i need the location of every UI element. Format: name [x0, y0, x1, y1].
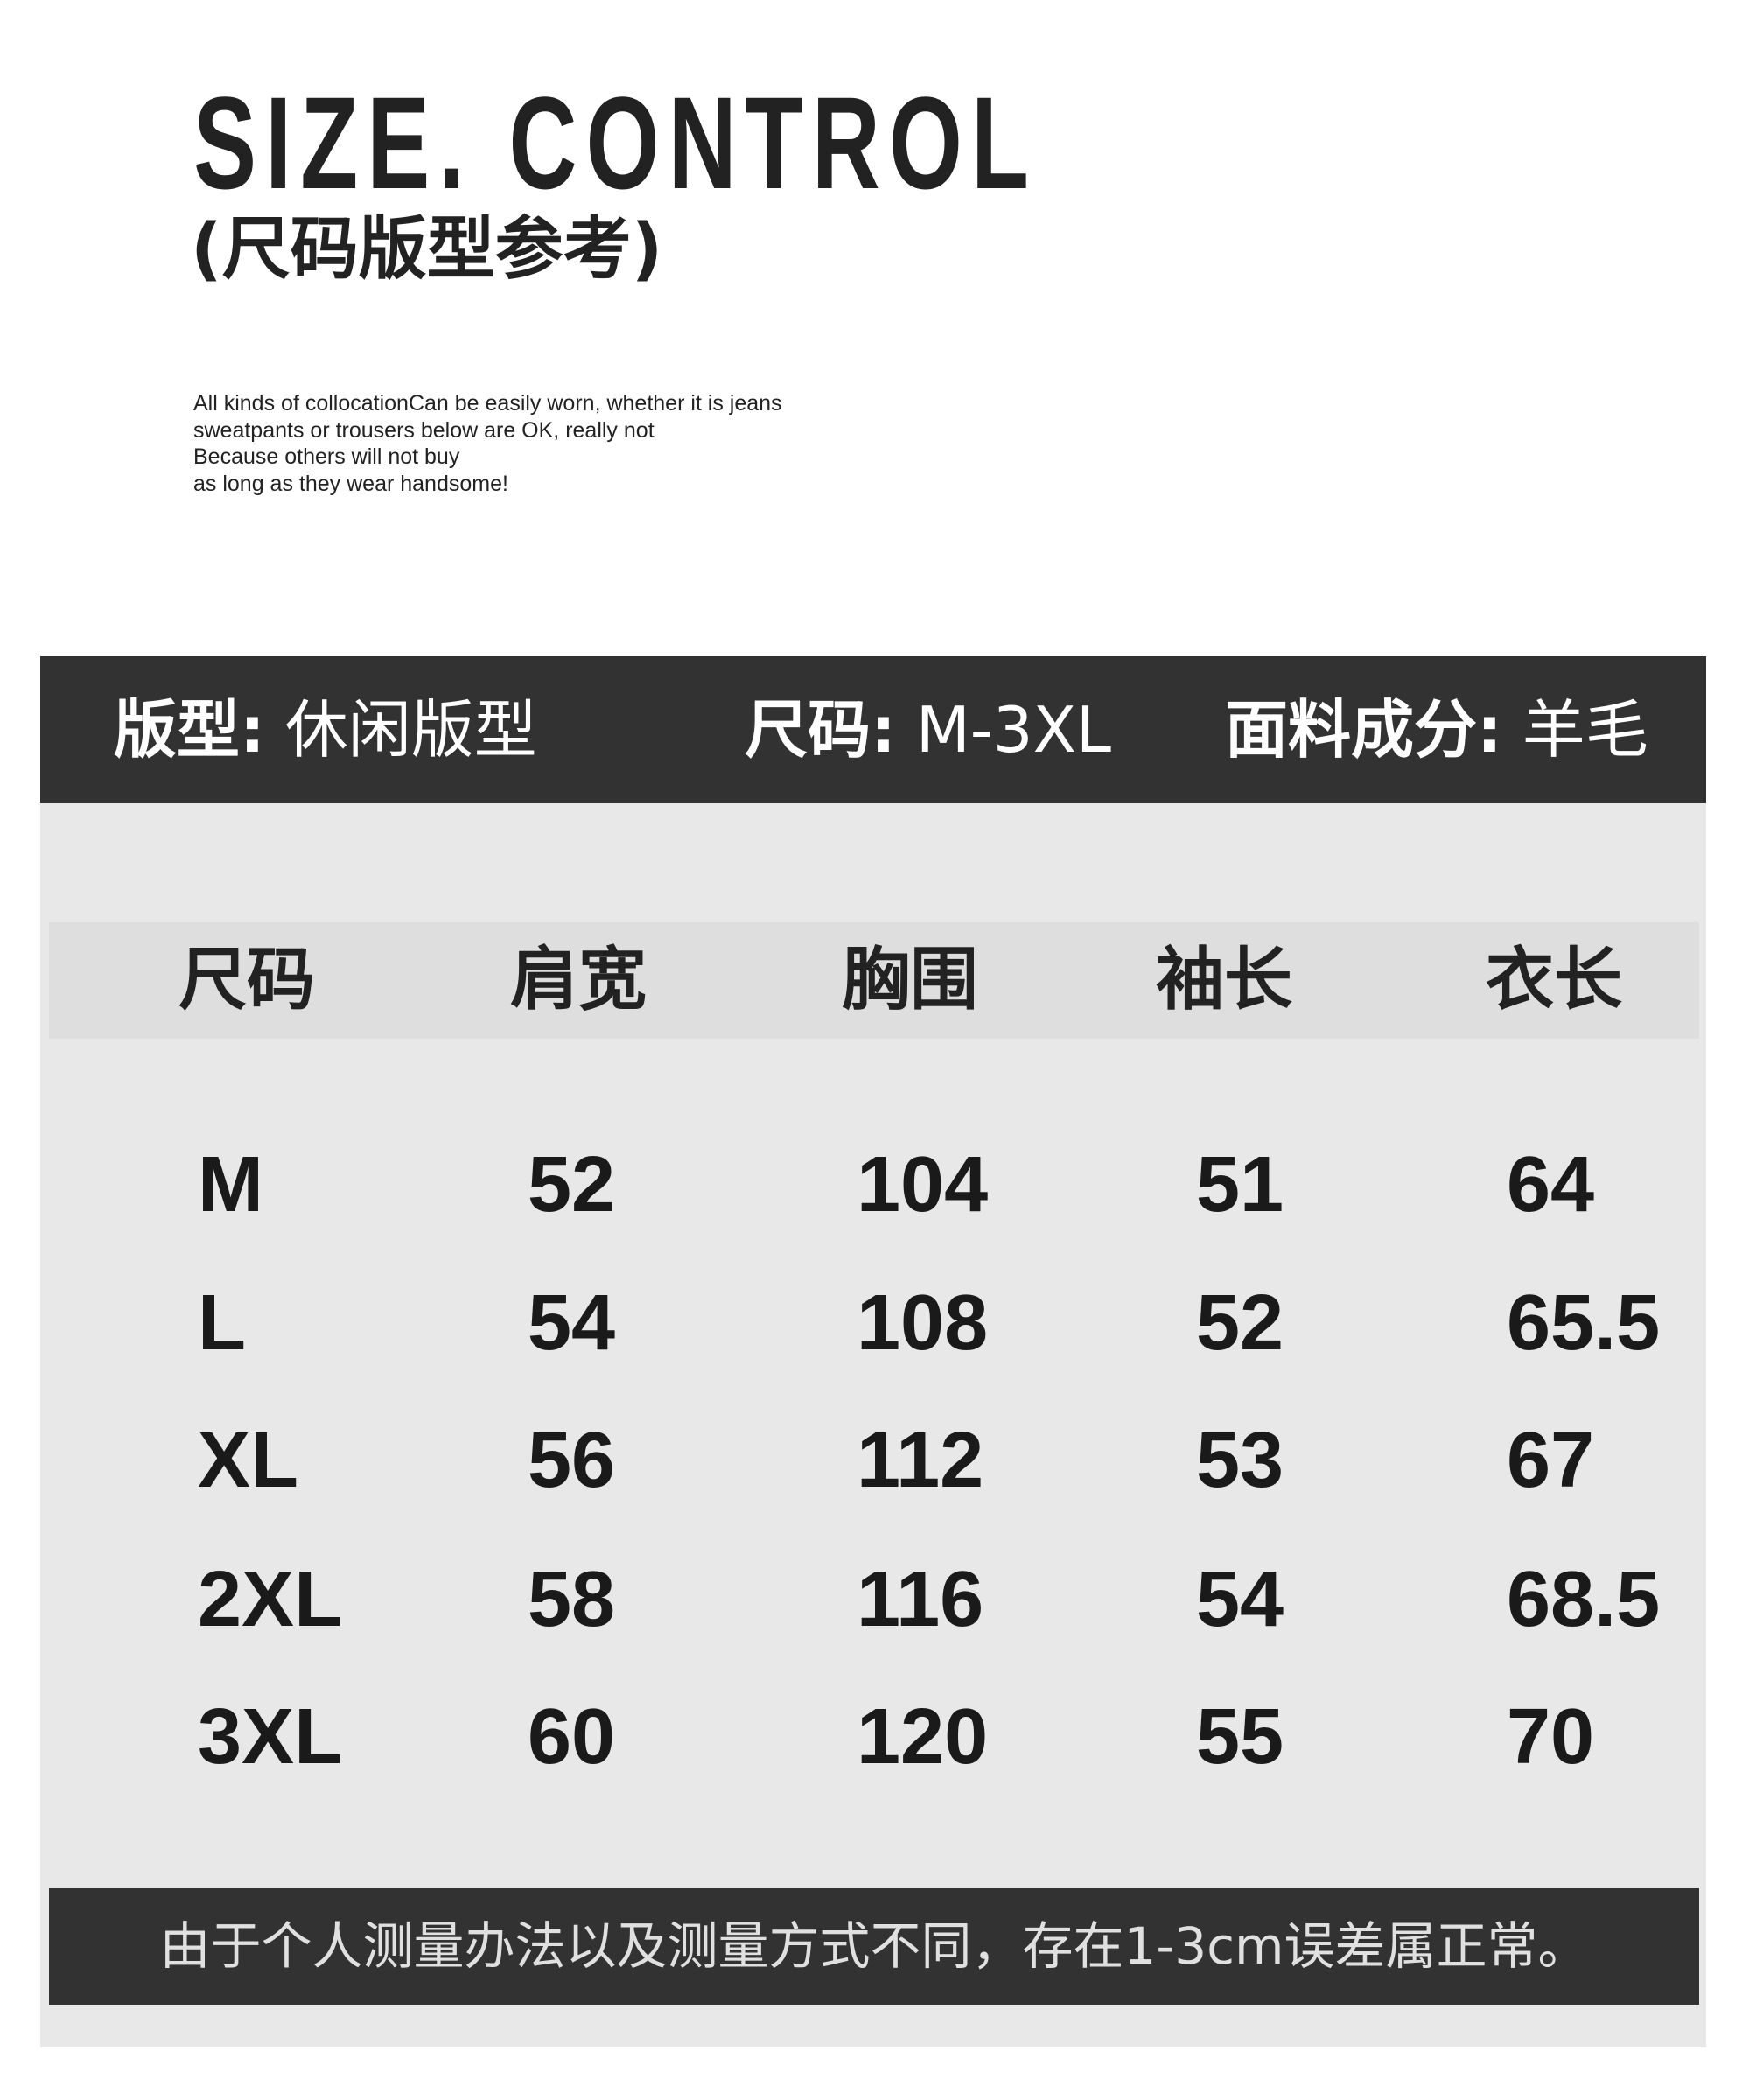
header-size: 尺码 — [178, 941, 316, 1019]
footer-note: 由于个人测量办法以及测量方式不同，存在1-3cm误差属正常。 — [49, 1888, 1699, 2005]
cell-chest: 108 — [857, 1279, 989, 1367]
info-fabric: 面料成分: 羊毛 — [1225, 656, 1648, 803]
cell-sleeve: 55 — [1196, 1693, 1284, 1781]
description-line: Because others will not buy — [193, 444, 460, 469]
description-line: as long as they wear handsome! — [193, 471, 508, 496]
info-fit-label: 版型: — [114, 693, 265, 766]
cell-chest: 112 — [857, 1417, 984, 1504]
cell-length: 64 — [1507, 1141, 1595, 1228]
cell-sleeve: 54 — [1196, 1556, 1284, 1643]
cell-shoulder: 54 — [528, 1279, 616, 1367]
description-line: All kinds of collocationCan be easily wo… — [193, 391, 782, 416]
cell-chest: 104 — [857, 1141, 989, 1228]
cell-sleeve: 52 — [1196, 1279, 1284, 1367]
info-fit: 版型: 休闲版型 — [114, 656, 537, 803]
cell-shoulder: 56 — [528, 1417, 616, 1504]
cell-shoulder: 60 — [528, 1693, 616, 1781]
cell-size: XL — [198, 1417, 299, 1504]
cell-sleeve: 51 — [1196, 1141, 1284, 1228]
info-size: 尺码: M-3XL — [745, 656, 1111, 803]
cell-shoulder: 58 — [528, 1556, 616, 1643]
cell-length: 67 — [1507, 1417, 1595, 1504]
info-fabric-value: 羊毛 — [1522, 693, 1648, 766]
header-shoulder: 肩宽 — [509, 941, 648, 1019]
info-size-label: 尺码: — [745, 693, 896, 766]
info-fabric-label: 面料成分: — [1225, 693, 1502, 766]
info-size-value: M-3XL — [915, 693, 1112, 766]
cell-length: 70 — [1507, 1693, 1595, 1781]
page-title: SIZE. CONTROL — [193, 69, 1039, 216]
description: All kinds of collocationCan be easily wo… — [193, 390, 782, 497]
header-length: 衣长 — [1485, 941, 1623, 1019]
cell-chest: 116 — [857, 1556, 984, 1643]
cell-shoulder: 52 — [528, 1141, 616, 1228]
size-table-header-row — [49, 922, 1699, 1039]
header-sleeve: 袖长 — [1155, 941, 1293, 1019]
cell-size: 2XL — [198, 1556, 343, 1643]
cell-size: M — [198, 1141, 263, 1228]
cell-chest: 120 — [857, 1693, 989, 1781]
description-line: sweatpants or trousers below are OK, rea… — [193, 417, 654, 443]
cell-length: 65.5 — [1507, 1279, 1661, 1367]
cell-size: 3XL — [198, 1693, 343, 1781]
page-subtitle: (尺码版型参考) — [191, 210, 663, 289]
info-bar: 版型: 休闲版型 尺码: M-3XL 面料成分: 羊毛 — [40, 656, 1706, 803]
cell-size: L — [198, 1279, 246, 1367]
cell-length: 68.5 — [1507, 1556, 1661, 1643]
cell-sleeve: 53 — [1196, 1417, 1284, 1504]
header-chest: 胸围 — [841, 941, 979, 1019]
info-fit-value: 休闲版型 — [284, 693, 537, 766]
